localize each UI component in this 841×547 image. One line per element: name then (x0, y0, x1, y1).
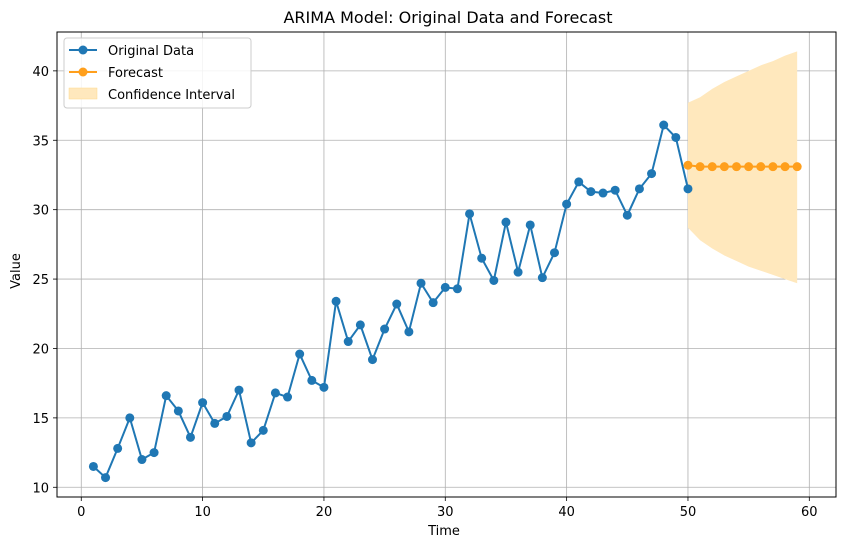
original-data-point (683, 184, 693, 194)
original-data-point (598, 188, 608, 198)
y-tick-label: 20 (32, 342, 49, 357)
original-data-point (549, 248, 559, 258)
legend-confidence-interval-label: Confidence Interval (108, 88, 235, 103)
original-data-point (270, 388, 280, 398)
x-tick-label: 10 (194, 505, 211, 520)
x-tick-label: 50 (680, 505, 697, 520)
original-data-point (622, 210, 632, 220)
original-data-point (185, 432, 195, 442)
x-tick-label: 20 (316, 505, 333, 520)
original-data-point (634, 184, 644, 194)
original-data-point (198, 398, 208, 408)
y-tick-label: 30 (32, 204, 49, 219)
original-data-point (659, 120, 669, 130)
legend-box (63, 37, 252, 109)
original-data-point (210, 418, 220, 428)
original-data-point (295, 349, 305, 359)
original-data-point (562, 199, 572, 209)
original-data-point (647, 169, 657, 179)
original-data-point (537, 273, 547, 283)
original-data-point (440, 282, 450, 292)
y-axis-label: Value (9, 253, 24, 289)
original-data-point (404, 327, 414, 337)
original-data-point (501, 217, 511, 227)
original-data-point (307, 375, 317, 385)
original-data-point (246, 438, 256, 448)
original-data-point (416, 278, 426, 288)
original-data-point (319, 382, 329, 392)
original-data-point (489, 275, 499, 285)
forecast-point (695, 162, 705, 172)
forecast-point (792, 162, 802, 172)
original-data-point (222, 411, 232, 421)
original-data-point (392, 299, 402, 309)
forecast-point (756, 162, 766, 172)
original-data-point (465, 209, 475, 219)
legend-forecast-label: Forecast (108, 66, 163, 81)
chart-title: ARIMA Model: Original Data and Forecast (283, 8, 612, 27)
x-tick-label: 40 (558, 505, 575, 520)
y-tick-label: 15 (32, 412, 49, 427)
original-data-point (331, 296, 341, 306)
original-data-point (574, 177, 584, 187)
original-data-point (671, 132, 681, 142)
forecast-point (719, 162, 729, 172)
legend-original-data-marker (78, 45, 88, 55)
forecast-point (780, 162, 790, 172)
original-data-point (586, 187, 596, 197)
plot-frame (56, 31, 837, 498)
x-tick-label: 30 (437, 505, 454, 520)
original-data-point (343, 337, 353, 347)
original-data-point (161, 391, 171, 401)
original-data-point (113, 443, 123, 453)
x-axis: 0 10 20 30 40 50 60 (77, 497, 818, 520)
x-tick-label: 60 (801, 505, 818, 520)
legend-forecast-marker (78, 67, 88, 77)
forecast-point (732, 162, 742, 172)
original-data-point (88, 461, 98, 471)
original-data-point (149, 448, 159, 458)
x-tick-label: 0 (77, 505, 85, 520)
legend-original-data-label: Original Data (108, 44, 194, 59)
original-data-point (525, 220, 535, 230)
original-data-point (452, 284, 462, 294)
original-data-point (367, 355, 377, 365)
original-data-point (101, 473, 111, 483)
original-data-point (355, 320, 365, 330)
original-data-point (125, 413, 135, 423)
original-data-point (477, 253, 487, 263)
forecast-point (768, 162, 778, 172)
original-data-point (283, 392, 293, 402)
forecast-point (683, 160, 693, 170)
y-tick-label: 35 (32, 134, 49, 149)
original-data-point (513, 267, 523, 277)
original-data-point (258, 425, 268, 435)
y-tick-label: 10 (32, 481, 49, 496)
original-data-point (234, 385, 244, 395)
forecast-point (744, 162, 754, 172)
forecast-line (687, 164, 798, 168)
original-data-point (137, 455, 147, 465)
x-axis-label: Time (427, 524, 460, 539)
forecast-point (707, 162, 717, 172)
original-data-line (92, 123, 689, 480)
original-data-point (380, 324, 390, 334)
y-tick-label: 40 (32, 65, 49, 80)
series-layer (88, 120, 802, 483)
y-tick-label: 25 (32, 273, 49, 288)
original-data-point (610, 185, 620, 195)
y-axis: 10 15 20 25 30 35 40 (32, 65, 57, 496)
legend-confidence-interval-swatch (68, 87, 98, 100)
legend: Original Data Forecast Confidence Interval (63, 37, 252, 109)
original-data-point (173, 406, 183, 416)
original-data-point (428, 298, 438, 308)
